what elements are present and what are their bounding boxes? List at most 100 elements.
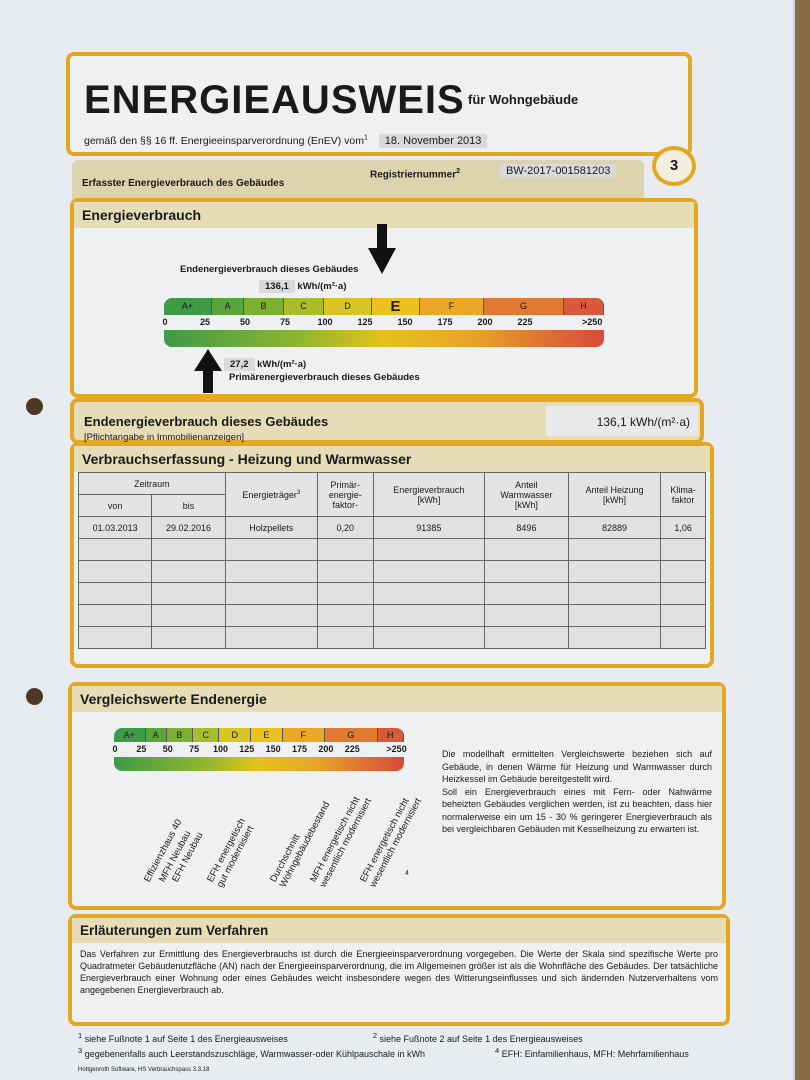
table-cell (224, 538, 318, 561)
tick-label: 150 (265, 744, 281, 754)
energy-section: Energieverbrauch Endenergieverbrauch die… (70, 198, 698, 398)
table-cell (224, 604, 318, 627)
page-number: 3 (652, 146, 696, 186)
punch-hole (26, 398, 43, 415)
tick-label: 100 (317, 317, 333, 327)
class-E: E (251, 728, 283, 742)
tick-label: 125 (239, 744, 255, 754)
table-cell: Holzpellets (224, 516, 318, 539)
table-cell (316, 604, 374, 627)
table-cell (77, 582, 153, 605)
doc-title: ENERGIEAUSWEIS (84, 78, 465, 122)
end-energy-arrow-icon (367, 224, 396, 274)
class-F: F (282, 728, 325, 742)
tick-label: >250 (582, 317, 603, 327)
comparison-text: Die modellhaft ermittelten Vergleichswer… (442, 749, 712, 834)
section-title: Vergleichswerte Endenergie (72, 686, 722, 712)
consumption-table: Zeitraum Energieträger3 Primär- energie-… (77, 472, 706, 649)
tick-label: 225 (344, 744, 360, 754)
reference-labels: Effizienzhaus 40 MFH Neubau EFH Neubau EFH … (114, 774, 424, 894)
class-D: D (324, 298, 372, 315)
col-bis: bis (151, 494, 226, 517)
col-ww: Anteil Warmwasser [kWh] (484, 472, 569, 517)
table-cell (567, 604, 662, 627)
table-cell (484, 582, 569, 605)
table-cell (151, 626, 226, 649)
table-cell (660, 538, 706, 561)
class-B: B (166, 728, 194, 742)
table-cell (372, 604, 486, 627)
class-H: H (377, 728, 404, 742)
class-B: B (244, 298, 284, 315)
table-row (77, 560, 706, 583)
end-energy-label: Endenergieverbrauch dieses Gebäudes (84, 414, 329, 429)
explanation-section: Erläuterungen zum Verfahren Das Verfahre… (68, 914, 730, 1026)
col-hz: Anteil Heizung [kWh] (567, 472, 662, 517)
table-cell (77, 538, 153, 561)
table-row (77, 604, 706, 627)
table-cell: 91385 (372, 516, 486, 539)
table-cell (484, 538, 569, 561)
tick-label: 150 (397, 317, 413, 327)
section-title: Energieverbrauch (74, 202, 694, 228)
table-cell (372, 626, 486, 649)
tick-label: 50 (239, 317, 250, 327)
end-energy-row: Endenergieverbrauch dieses Gebäudes [Pfl… (70, 398, 704, 444)
col-traeger: Energieträger3 (224, 472, 318, 517)
tick-label: 75 (279, 317, 290, 327)
section-label: Erfasster Energieverbrauch des Gebäudes (82, 178, 285, 189)
tick-label: 175 (292, 744, 308, 754)
table-cell (567, 560, 662, 583)
tick-label: 175 (437, 317, 453, 327)
tick-label: 75 (189, 744, 200, 754)
table-cell (77, 604, 153, 627)
table-row (77, 582, 706, 605)
class-A+: A+ (164, 298, 212, 315)
tick-label: 0 (112, 744, 118, 754)
section-title: Verbrauchserfassung - Heizung und Warmwa… (74, 446, 710, 472)
table-cell (151, 582, 226, 605)
table-cell: 29.02.2016 (151, 516, 226, 539)
table-cell (484, 604, 569, 627)
tick-label: 25 (199, 317, 210, 327)
gradient-bar (114, 757, 404, 771)
table-cell (660, 626, 706, 649)
comparison-scale: A+ A B C D E F G H 0 25 50 75 100 125 150 175 200 225 >250 (112, 728, 407, 772)
class-A: A (212, 298, 244, 315)
table-cell (151, 560, 226, 583)
table-cell (316, 560, 374, 583)
section-title: Erläuterungen zum Verfahren (72, 918, 726, 943)
col-kf: Klima- faktor (660, 472, 706, 517)
table-cell (316, 582, 374, 605)
tick-label: 225 (517, 317, 533, 327)
class-D: D (219, 728, 252, 742)
table-cell: 82889 (567, 516, 662, 539)
table-cell: 0,20 (316, 516, 374, 539)
table-cell (567, 582, 662, 605)
comparison-section: Vergleichswerte Endenergie A+ A B C D E F G H 0 25… (68, 682, 726, 910)
end-energy-note: [Pflichtangabe in Immobilienanzeigen] (84, 432, 245, 443)
table-cell (224, 582, 318, 605)
tick-label: 25 (136, 744, 147, 754)
table-cell (660, 604, 706, 627)
table-row: 01.03.2013 29.02.2016 Holzpellets 0,20 91385… (77, 516, 706, 539)
tick-label: 200 (318, 744, 334, 754)
class-A+: A+ (114, 728, 146, 742)
tick-label: >250 (386, 744, 407, 754)
reg-label: Registriernummer2 (370, 168, 461, 181)
table-cell (484, 560, 569, 583)
table-cell (660, 582, 706, 605)
table-cell (151, 538, 226, 561)
tick-label: 125 (357, 317, 373, 327)
class-C: C (193, 728, 220, 742)
explanation-text: Das Verfahren zur Ermittlung des Energie… (80, 949, 718, 995)
table-cell (224, 560, 318, 583)
class-C: C (284, 298, 324, 315)
table-cell: 8496 (484, 516, 569, 539)
issue-date: 18. November 2013 (378, 134, 488, 148)
table-cell (77, 626, 153, 649)
table-cell (372, 560, 486, 583)
punch-hole (26, 688, 43, 705)
col-pef: Primär- energie- faktor- (316, 472, 374, 517)
reg-number: BW-2017-001581203 (500, 164, 617, 178)
